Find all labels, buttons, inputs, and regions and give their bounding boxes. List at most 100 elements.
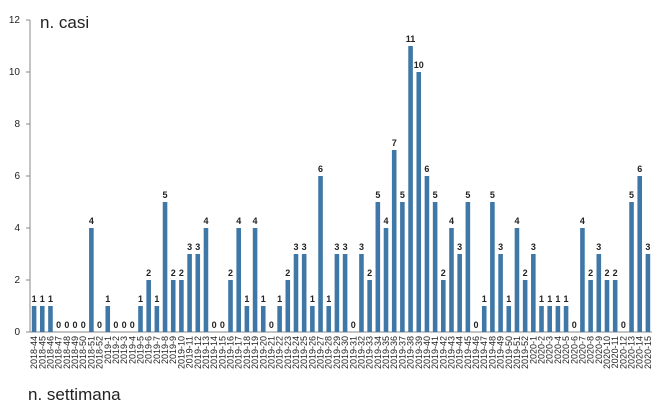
value-label: 4: [253, 216, 258, 226]
x-tick-label: 2019-12: [193, 336, 203, 369]
bar: [522, 280, 528, 332]
bar: [359, 254, 364, 332]
value-label: 1: [154, 294, 159, 304]
value-label: 0: [269, 320, 274, 330]
bar: [481, 306, 487, 332]
x-tick-label: 2020-9: [594, 336, 604, 364]
x-tick-label: 2019-43: [446, 336, 456, 369]
value-label: 6: [318, 164, 323, 174]
x-tick-label: 2019-42: [438, 336, 448, 369]
value-label: 3: [645, 242, 650, 252]
bar: [490, 202, 495, 332]
bar: [465, 202, 471, 332]
value-label: 1: [261, 294, 266, 304]
value-label: 5: [163, 190, 168, 200]
x-tick-label: 2019-51: [512, 336, 522, 369]
value-label: 4: [514, 216, 519, 226]
bar: [277, 306, 282, 332]
x-tick-label: 2020-15: [643, 336, 653, 369]
bar: [645, 254, 651, 332]
value-label: 0: [97, 320, 102, 330]
bar: [293, 254, 299, 332]
bar: [539, 306, 544, 332]
x-tick-label: 2020-14: [635, 336, 645, 369]
x-tick-label: 2019-50: [504, 336, 514, 369]
bar: [301, 254, 307, 332]
bar: [310, 306, 315, 332]
x-tick-label: 2019-40: [422, 336, 432, 369]
value-label: 5: [433, 190, 438, 200]
value-label: 5: [629, 190, 634, 200]
value-label: 3: [343, 242, 348, 252]
x-tick-label: 2019-39: [414, 336, 424, 369]
bar: [48, 306, 53, 332]
value-label: 3: [302, 242, 307, 252]
y-tick-label: 2: [14, 275, 20, 286]
y-tick-label: 8: [14, 119, 20, 130]
x-tick-label: 2018-44: [29, 336, 39, 369]
value-label: 1: [547, 294, 552, 304]
y-tick-label: 0: [14, 327, 20, 338]
x-tick-label: 2019-19: [250, 336, 260, 369]
x-tick-label: 2019-27: [316, 336, 326, 369]
x-tick-label: 2020-8: [586, 336, 596, 364]
x-tick-label: 2019-36: [389, 336, 399, 369]
value-label: 4: [580, 216, 585, 226]
x-tick-label: 2019-45: [463, 336, 473, 369]
x-tick-label: 2019-23: [283, 336, 293, 369]
value-label: 1: [40, 294, 45, 304]
value-label: 4: [236, 216, 241, 226]
value-label: 4: [203, 216, 208, 226]
bar: [449, 228, 454, 332]
bar: [342, 254, 348, 332]
x-tick-label: 2019-25: [299, 336, 309, 369]
value-label: 0: [81, 320, 86, 330]
value-label: 0: [474, 320, 479, 330]
x-tick-label: 2019-37: [397, 336, 407, 369]
x-tick-label: 2018-46: [45, 336, 55, 369]
x-tick-label: 2019-6: [144, 336, 154, 364]
value-label: 4: [449, 216, 454, 226]
x-tick-label: 2019-11: [185, 336, 195, 368]
x-tick-label: 2018-48: [62, 336, 72, 369]
bar: [367, 280, 372, 332]
bar: [531, 254, 536, 332]
value-label: 2: [285, 268, 290, 278]
value-label: 3: [195, 242, 200, 252]
value-label: 1: [277, 294, 282, 304]
bar: [252, 228, 258, 332]
value-label: 0: [122, 320, 127, 330]
chart-title: n. casi: [40, 13, 89, 32]
bar: [432, 202, 438, 332]
x-tick-label: 2019-4: [127, 336, 137, 364]
value-label: 3: [293, 242, 298, 252]
x-tick-label: 2019-32: [356, 336, 366, 369]
bar: [187, 254, 192, 332]
bar: [146, 280, 151, 332]
x-tick-label: 2019-16: [226, 336, 236, 369]
bar: [506, 306, 512, 332]
x-tick-label: 2020-4: [553, 336, 563, 364]
x-tick-label: 2019-35: [381, 336, 391, 369]
x-tick-label: 2018-45: [37, 336, 47, 369]
bar: [89, 228, 94, 332]
bar: [31, 306, 37, 332]
value-label: 1: [326, 294, 331, 304]
x-tick-label: 2019-49: [496, 336, 506, 369]
bar: [612, 280, 618, 332]
bar: [375, 202, 381, 332]
bar: [514, 228, 520, 332]
bar: [228, 280, 233, 332]
bar: [547, 306, 552, 332]
x-tick-label: 2019-3: [119, 336, 129, 364]
x-tick-label: 2019-52: [520, 336, 530, 369]
bar: [236, 228, 241, 332]
value-label: 1: [138, 294, 143, 304]
value-label: 5: [465, 190, 470, 200]
x-tick-label: 2019-38: [406, 336, 416, 369]
value-label: 2: [146, 268, 151, 278]
value-label: 1: [506, 294, 511, 304]
value-label: 3: [457, 242, 462, 252]
bar: [39, 306, 45, 332]
